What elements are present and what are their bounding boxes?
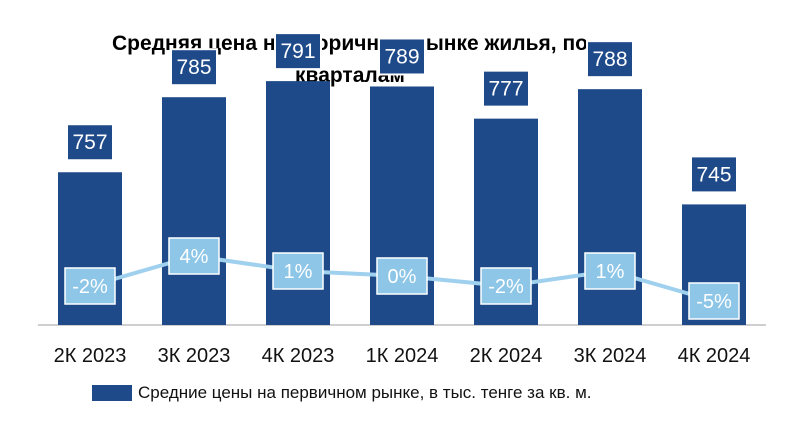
chart-title: Средняя цена на вторичном рынке жилья, п…: [112, 32, 588, 87]
legend-label: Средние цены на первичном рынке, в тыс. …: [138, 383, 592, 402]
bar-value-box: [378, 37, 426, 76]
line-point-box: [272, 252, 324, 290]
bar-value-label: 789: [384, 45, 419, 68]
bar-value-box: [274, 32, 322, 71]
line-point-box: [480, 267, 532, 305]
bar-value-box: [170, 48, 218, 87]
line-point-label: 1%: [284, 261, 313, 283]
x-tick-label: 3К 2023: [158, 345, 231, 367]
bar-value-box: [482, 69, 530, 108]
line-point-label: 4%: [180, 246, 209, 268]
line-point-box: [376, 257, 428, 295]
line-point-label: 0%: [388, 266, 417, 288]
line-point-box: [64, 267, 116, 305]
line-point-label: 1%: [596, 261, 625, 283]
x-tick-label: 3К 2024: [574, 345, 647, 367]
x-tick-label: 4К 2024: [678, 345, 751, 367]
bar-value-box: [66, 123, 114, 162]
bar-value-label: 788: [592, 48, 627, 71]
line-point-box: [584, 252, 636, 290]
bar-value-label: 745: [696, 163, 731, 186]
x-tick-label: 1К 2024: [366, 345, 439, 367]
x-tick-label: 2К 2023: [54, 345, 127, 367]
bar-value-label: 791: [280, 40, 315, 63]
legend-swatch: [92, 385, 132, 401]
bar-value-box: [690, 155, 738, 194]
bar-value-box: [586, 40, 634, 79]
x-tick-label: 4К 2023: [262, 345, 335, 367]
bar-value-label: 757: [72, 131, 107, 154]
bar-value-label: 785: [176, 56, 211, 79]
line-point-label: -2%: [72, 276, 108, 298]
x-tick-label: 2К 2024: [470, 345, 543, 367]
line-point-box: [688, 282, 740, 320]
legend: Средние цены на первичном рынке, в тыс. …: [92, 383, 591, 403]
line-point-box: [168, 237, 220, 275]
bar: [162, 97, 226, 325]
bar-value-label: 777: [488, 78, 523, 101]
line-point-label: -2%: [488, 276, 524, 298]
line-point-label: -5%: [696, 291, 732, 313]
